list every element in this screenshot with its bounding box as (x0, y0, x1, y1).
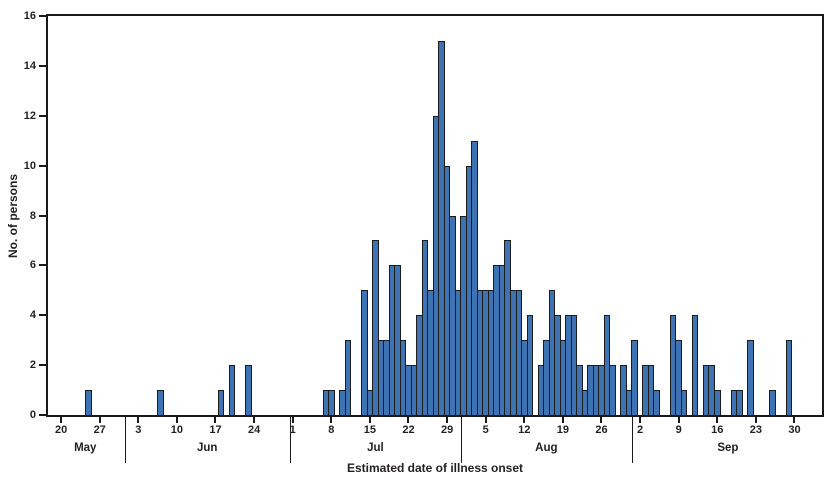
y-tick-mark (39, 264, 46, 267)
x-tick-label: 2 (637, 424, 644, 436)
x-tick-label: 12 (518, 424, 531, 436)
bar-sep-5 (653, 390, 660, 415)
y-tick-mark (39, 15, 46, 17)
bar-sep-12 (691, 315, 699, 415)
x-tick-mark (600, 417, 603, 423)
y-tick-label: 4 (29, 309, 36, 322)
y-tick-label: 8 (29, 209, 36, 222)
x-tick-label: 22 (402, 424, 415, 436)
bar-aug-28 (609, 365, 616, 415)
x-tick-mark (677, 417, 680, 423)
bar-sep-9 (675, 340, 682, 415)
x-tick-label: 20 (54, 424, 68, 436)
x-tick-mark (330, 417, 333, 423)
x-tick-mark (561, 417, 564, 423)
bar-sep-1 (631, 340, 638, 415)
month-divider (289, 417, 292, 463)
y-tick-label: 0 (29, 409, 36, 421)
x-tick-mark (639, 417, 642, 423)
x-tick-label: 3 (135, 424, 142, 436)
x-axis-title: Estimated date of illness onset (346, 461, 524, 475)
month-label-sep: Sep (717, 442, 739, 454)
bar-jun-18 (217, 390, 225, 415)
y-tick-mark (39, 64, 46, 67)
bar-jul-11 (344, 340, 352, 415)
bar-jul-8 (328, 390, 335, 415)
y-tick-mark (39, 414, 46, 416)
month-divider (460, 417, 463, 463)
x-tick-label: 16 (711, 424, 724, 436)
x-tick-label: 30 (788, 424, 801, 436)
month-divider (124, 417, 126, 463)
x-tick-label: 9 (675, 424, 682, 436)
x-tick-mark (446, 417, 449, 423)
bar-jun-20 (228, 365, 236, 415)
y-tick-label: 16 (23, 10, 36, 22)
x-tick-mark (407, 417, 410, 423)
y-tick-mark (39, 114, 46, 117)
bar-jun-7 (157, 390, 164, 415)
month-label-may: May (74, 442, 97, 454)
x-tick-mark (484, 417, 487, 423)
x-tick-mark (60, 417, 63, 423)
month-divider (631, 417, 634, 463)
y-tick-mark (39, 314, 46, 317)
plot-frame (46, 14, 824, 417)
x-tick-mark (716, 417, 719, 423)
x-tick-label: 19 (556, 424, 569, 436)
x-tick-label: 17 (209, 424, 222, 436)
x-tick-label: 5 (482, 424, 489, 436)
x-tick-label: 10 (170, 424, 184, 436)
x-tick-mark (137, 417, 140, 423)
bar-sep-22 (747, 340, 754, 415)
bar-sep-10 (680, 390, 688, 415)
y-tick-mark (39, 214, 46, 217)
y-tick-label: 2 (29, 359, 36, 372)
bar-aug-3 (471, 140, 478, 415)
x-tick-label: 23 (749, 424, 762, 436)
x-tick-mark (754, 417, 757, 423)
bar-jul-14 (361, 290, 368, 415)
bar-may-25 (85, 390, 92, 415)
x-tick-mark (253, 417, 256, 423)
x-tick-mark (523, 417, 526, 423)
x-tick-label: 1 (289, 424, 296, 436)
x-tick-mark (793, 417, 796, 423)
bar-aug-13 (526, 315, 534, 415)
x-tick-label: 29 (440, 424, 454, 436)
x-tick-mark (98, 417, 101, 423)
bar-sep-29 (785, 340, 793, 415)
x-tick-mark (368, 417, 371, 423)
y-tick-label: 6 (29, 259, 36, 272)
bar-jul-16 (372, 240, 379, 415)
bar-sep-16 (714, 390, 721, 415)
x-tick-mark (291, 417, 294, 423)
y-tick-label: 10 (23, 159, 36, 172)
x-tick-label: 27 (93, 424, 106, 436)
x-tick-mark (175, 417, 178, 423)
y-tick-label: 14 (23, 59, 36, 72)
y-tick-mark (39, 364, 46, 367)
y-tick-label: 12 (23, 109, 36, 122)
y-tick-mark (39, 164, 46, 167)
month-label-jul: Jul (367, 442, 384, 454)
bar-sep-26 (769, 390, 776, 415)
month-label-aug: Aug (535, 442, 558, 454)
x-tick-label: 24 (247, 424, 261, 436)
x-tick-label: 8 (328, 424, 335, 436)
x-tick-mark (214, 417, 217, 423)
x-tick-label: 15 (363, 424, 376, 436)
month-label-jun: Jun (196, 442, 218, 454)
bar-sep-20 (736, 390, 743, 415)
x-tick-label: 26 (595, 424, 608, 436)
bar-jun-23 (245, 365, 252, 415)
